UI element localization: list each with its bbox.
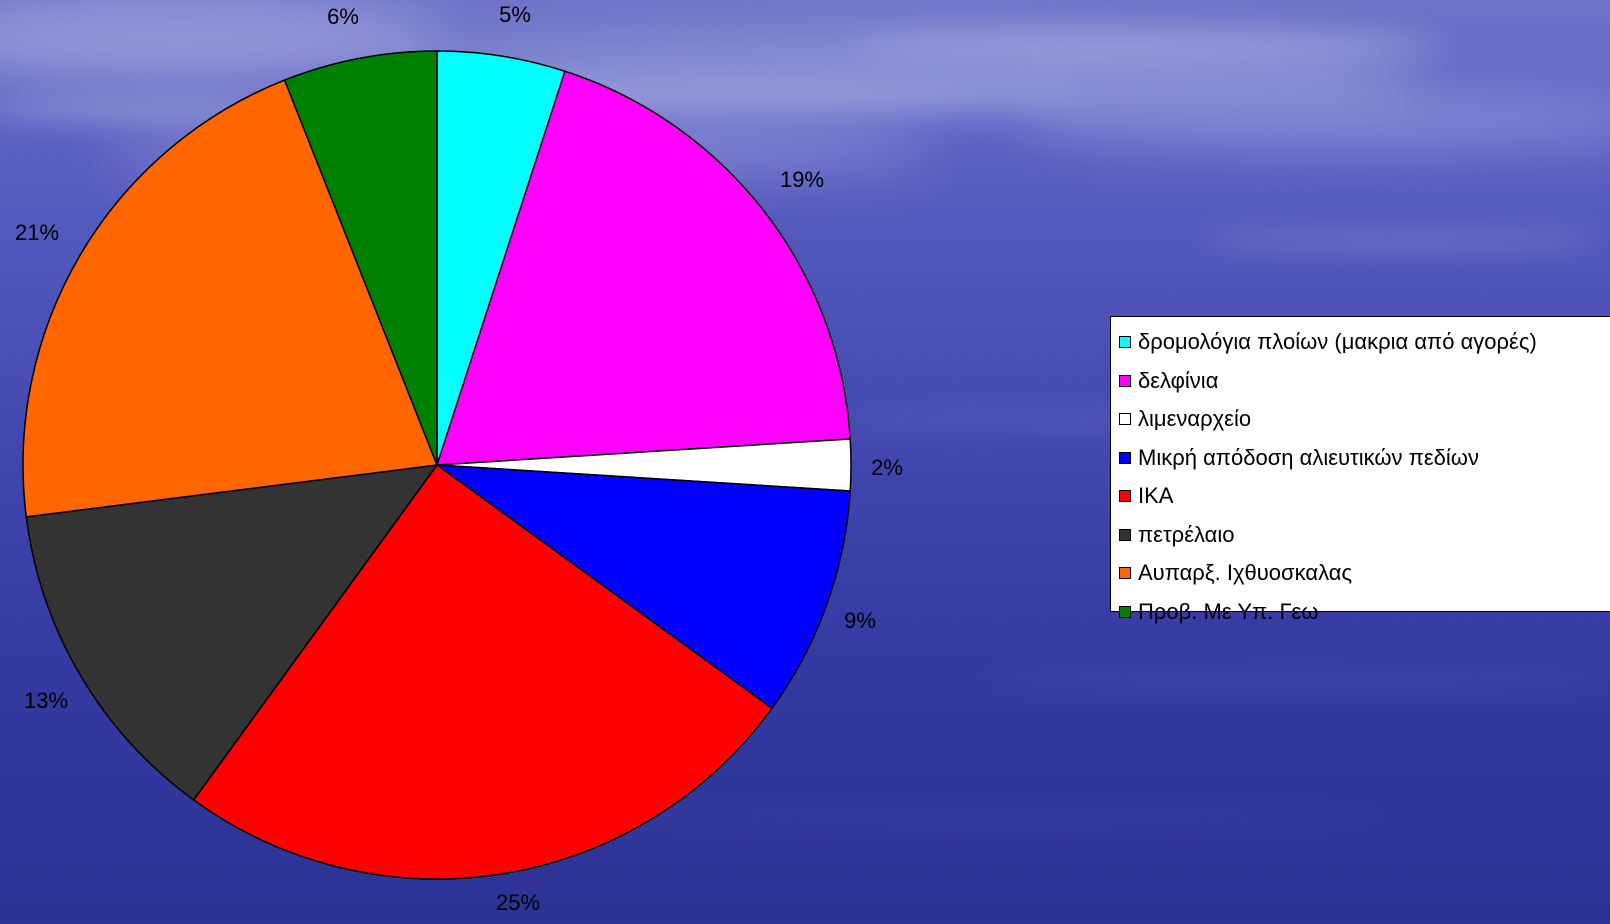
legend-item: Αυπαρξ. Ιχθυοσκαλας: [1111, 554, 1610, 593]
legend-swatch: [1119, 490, 1131, 503]
legend-swatch: [1119, 374, 1131, 387]
legend-swatch: [1119, 567, 1131, 580]
chart-legend: δρομολόγια πλοίων (μακρια από αγορές) δελ…: [1110, 316, 1610, 624]
pie-value-labels: 5% 19% 2% 9% 25% 13% 21% 6%: [15, 2, 903, 915]
legend-swatch: [1119, 451, 1131, 464]
legend-item: ΙΚΑ: [1111, 477, 1610, 516]
pie-slice-5: [192, 464, 773, 880]
legend-label: ΙΚΑ: [1138, 483, 1174, 509]
legend-label: πετρέλαιο: [1138, 521, 1235, 547]
pie-slice-2: [436, 70, 851, 466]
legend-label: Αυπαρξ. Ιχθυοσκαλας: [1138, 560, 1353, 586]
legend-item: δρομολόγια πλοίων (μακρια από αγορές): [1111, 323, 1610, 362]
legend-item: Μικρή απόδοση αλιευτικών πεδίων: [1111, 439, 1610, 478]
pie-slice-label-6: 13%: [24, 688, 68, 713]
legend-label: Προβ. Με Υπ. Γεω: [1138, 598, 1319, 624]
legend-label: λιμεναρχείο: [1138, 406, 1252, 432]
legend-item: πετρέλαιο: [1111, 516, 1610, 555]
pie-slice-label-3: 2%: [871, 455, 903, 480]
pie-slice-7: [22, 79, 438, 518]
legend-label: Μικρή απόδοση αλιευτικών πεδίων: [1138, 444, 1479, 470]
legend-swatch: [1119, 528, 1131, 541]
pie-slice-label-7: 21%: [15, 220, 59, 245]
pie-slices: [22, 50, 852, 880]
pie-slice-label-8: 6%: [327, 4, 359, 29]
pie-slice-6: [25, 464, 438, 801]
legend-item: δελφίνια: [1111, 362, 1610, 401]
legend-label: δελφίνια: [1138, 367, 1219, 393]
legend-swatch: [1119, 413, 1131, 426]
legend-item: Προβ. Με Υπ. Γεω: [1111, 593, 1610, 632]
pie-slice-label-5: 25%: [496, 890, 540, 915]
legend-label: δρομολόγια πλοίων (μακρια από αγορές): [1138, 329, 1537, 355]
legend-swatch: [1119, 605, 1131, 618]
legend-item: λιμεναρχείο: [1111, 400, 1610, 439]
pie-slice-label-2: 19%: [780, 167, 824, 192]
pie-slice-label-1: 5%: [499, 2, 531, 27]
pie-slice-8: [283, 50, 438, 466]
pie-slice-label-4: 9%: [844, 608, 876, 633]
legend-swatch: [1119, 336, 1131, 349]
pie-slice-4: [436, 464, 851, 710]
